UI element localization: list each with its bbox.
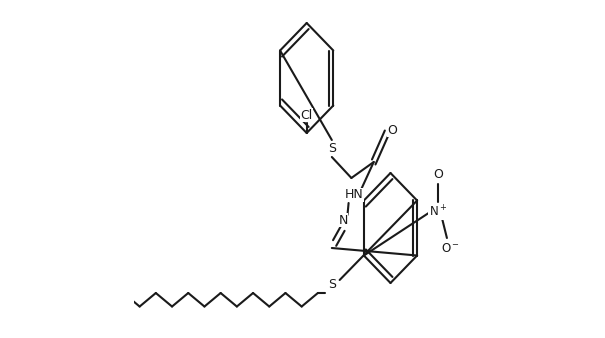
Text: O: O [387,123,397,137]
Text: S: S [328,279,336,291]
Text: O$^-$: O$^-$ [441,241,460,255]
Text: N: N [338,214,348,226]
Text: Cl: Cl [301,108,313,121]
Text: N$^+$: N$^+$ [429,204,447,220]
Text: HN: HN [345,189,364,201]
Text: O: O [433,168,443,180]
Text: S: S [328,142,336,154]
